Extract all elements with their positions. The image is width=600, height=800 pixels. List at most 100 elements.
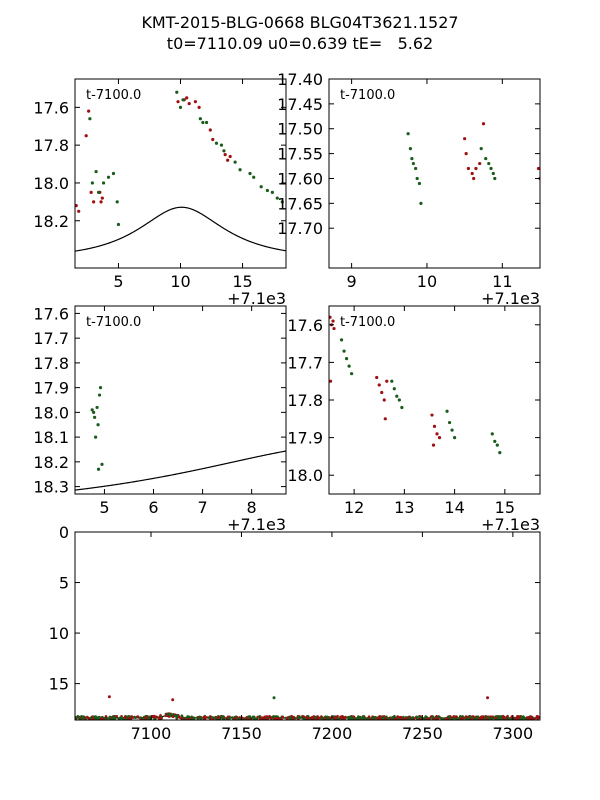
y-tick-label: 18.0 — [33, 174, 69, 193]
data-point — [321, 717, 324, 720]
data-point-red — [176, 100, 180, 104]
data-point-green — [419, 201, 423, 205]
axes-frame — [328, 78, 541, 269]
model-curve — [75, 450, 286, 491]
data-point — [496, 716, 500, 720]
data-point-green — [116, 222, 121, 227]
plot-area — [75, 695, 540, 720]
data-point-red — [375, 375, 379, 380]
panel-label: t-7100.0 — [86, 88, 141, 103]
data-point — [444, 717, 447, 720]
y-tick-label: 17.40 — [277, 70, 323, 89]
data-point-green — [408, 147, 412, 151]
x-tick-label: 13 — [394, 498, 414, 517]
data-point — [343, 716, 347, 719]
x-tick-label: 7250 — [402, 724, 443, 743]
data-point-green — [97, 393, 102, 397]
data-point-red — [380, 390, 384, 395]
data-point-green — [414, 166, 418, 171]
y-tick-label: 17.6 — [287, 316, 323, 335]
data-point-red — [226, 158, 230, 162]
y-tick-label: 18.0 — [287, 466, 323, 485]
data-point-red — [223, 153, 227, 157]
data-point — [425, 716, 429, 719]
data-point-red — [332, 326, 336, 331]
data-point — [333, 716, 337, 720]
data-point — [144, 716, 147, 720]
panel-label: t-7100.0 — [340, 88, 395, 103]
data-point — [186, 717, 190, 720]
x-offset-label: +7.1e3 — [227, 515, 286, 534]
data-point-green — [115, 200, 119, 204]
data-point-green — [238, 168, 242, 172]
data-point — [196, 717, 200, 720]
data-point — [452, 715, 456, 718]
data-point — [151, 714, 155, 718]
outlier-point — [272, 696, 276, 700]
data-point — [407, 717, 411, 720]
data-point — [179, 716, 182, 719]
data-point — [175, 714, 179, 717]
data-point-green — [204, 120, 209, 125]
data-point-red — [77, 209, 81, 213]
y-tick-label: 17.6 — [33, 304, 69, 323]
data-point — [494, 716, 498, 720]
data-point — [385, 715, 388, 719]
data-point-red — [329, 379, 333, 383]
data-point-green — [489, 166, 493, 171]
data-point-red — [193, 100, 197, 104]
data-point-green — [487, 161, 491, 166]
data-point — [340, 717, 343, 720]
data-point-green — [96, 423, 100, 427]
data-point — [396, 715, 399, 718]
data-point-green — [100, 462, 104, 466]
data-point — [252, 717, 255, 720]
data-point-red — [92, 200, 96, 204]
data-point-red — [472, 176, 476, 181]
data-point-green — [450, 428, 454, 432]
data-point — [466, 715, 470, 719]
y-tick-label: 17.8 — [287, 391, 323, 410]
data-point-green — [392, 387, 396, 391]
data-point-green — [498, 451, 502, 455]
data-point — [380, 716, 384, 720]
plot-area — [75, 386, 286, 491]
data-point — [458, 715, 462, 718]
data-point — [159, 713, 162, 717]
data-point-red — [470, 171, 474, 176]
model-curve — [329, 534, 540, 592]
data-point — [508, 717, 512, 720]
data-point — [187, 715, 191, 719]
panel-4: 12 13 14 15 17.6 17.7 17.8 17.9 18.0 t-7100.0 +7.1… — [287, 305, 541, 592]
data-point-green — [397, 398, 401, 402]
data-point-red — [466, 166, 471, 171]
data-point-green — [453, 436, 457, 440]
x-tick-label: 7300 — [493, 724, 534, 743]
data-point-green — [219, 143, 224, 147]
y-tick-label: 17.7 — [287, 353, 323, 372]
data-point — [292, 715, 295, 719]
data-point — [349, 717, 353, 720]
data-point — [226, 715, 230, 719]
data-point-red — [435, 432, 439, 436]
y-tick-label: 18.1 — [33, 428, 69, 447]
y-tick-label: 17.9 — [33, 379, 69, 398]
data-point-red — [211, 137, 215, 142]
panel-2: 9 10 11 17.40 17.45 17.50 17.55 17.60 17.65 17.70… — [277, 70, 541, 308]
data-point — [394, 717, 398, 720]
data-point-red — [208, 128, 212, 132]
y-tick-label: 17.8 — [33, 136, 69, 155]
data-point — [272, 715, 276, 718]
data-point — [490, 717, 494, 720]
data-point-green — [445, 409, 449, 413]
data-point — [470, 716, 473, 719]
data-point — [437, 715, 440, 718]
data-point — [192, 716, 196, 720]
x-tick-label: 15 — [232, 272, 252, 291]
data-point — [423, 716, 426, 720]
y-tick-label: 17.7 — [33, 329, 69, 348]
data-point — [462, 716, 466, 720]
data-point — [214, 716, 218, 720]
data-point-green — [175, 90, 179, 94]
data-point — [418, 715, 421, 719]
